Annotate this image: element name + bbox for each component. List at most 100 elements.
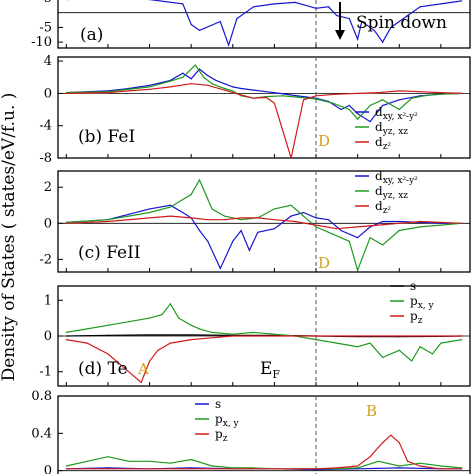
series-point [169, 86, 171, 88]
series-point [107, 468, 109, 470]
series-point [273, 3, 276, 5]
series-point [336, 93, 338, 95]
legend-label: s [215, 397, 221, 411]
y-tick-label: -4 [39, 119, 52, 134]
series-point [240, 217, 242, 219]
series-point [252, 6, 255, 8]
y-tick-label: -1 [39, 365, 52, 380]
series-point [252, 97, 255, 99]
series-point [423, 95, 425, 97]
series-point [190, 324, 192, 326]
series-point [178, 317, 180, 319]
series-point [357, 237, 359, 239]
legend-label: pz [410, 309, 423, 326]
series-point [315, 226, 317, 228]
legend-label: px, y [215, 412, 239, 429]
series-point [406, 460, 409, 462]
series-point [148, 84, 151, 86]
series-point [369, 237, 371, 239]
series-point [65, 338, 67, 341]
series-point [369, 456, 371, 458]
series-point [315, 338, 317, 341]
series-point [461, 0, 463, 2]
peak-annotation: D [318, 132, 330, 150]
series-point [315, 98, 317, 100]
series-point [190, 458, 192, 461]
series-point [128, 90, 130, 92]
series-point [257, 231, 259, 233]
y-tick-label: -10 [31, 35, 52, 50]
series-point [461, 468, 463, 470]
y-tick-label: 0.4 [31, 426, 52, 441]
series-point [148, 88, 151, 90]
legend-label: s [410, 279, 416, 293]
spin-down-arrow-head [335, 30, 345, 40]
series-point [440, 221, 442, 224]
series-point [440, 3, 442, 5]
series-point [290, 215, 292, 217]
series-point [315, 7, 317, 9]
series-point [169, 204, 171, 206]
series-point [65, 335, 67, 337]
series-point [348, 108, 350, 111]
series-point [398, 349, 400, 351]
panel-label: (d) Te [78, 359, 128, 379]
svg-text:EF: EF [260, 359, 280, 381]
y-tick-label: 0 [44, 464, 52, 474]
series-point [382, 244, 384, 246]
legend-label: dyz, xz [375, 120, 408, 137]
series-point [411, 97, 413, 99]
series-point [315, 335, 317, 337]
series-point [198, 29, 201, 31]
series-point [182, 3, 184, 5]
series-point [265, 91, 267, 93]
series-point [232, 335, 234, 337]
series-point [461, 335, 463, 337]
series-green-line [66, 178, 462, 272]
y-tick-label: 0.8 [31, 389, 52, 404]
series-point [398, 108, 400, 111]
series-point [440, 91, 442, 94]
y-tick-label: 0 [44, 216, 52, 231]
panel-label: (a) [80, 25, 103, 45]
series-point [273, 91, 276, 94]
panel-4: 0.8 0.4 0 spx, ypz B [31, 389, 471, 474]
spin-down-annotation: Spin down [335, 2, 447, 40]
series-point [148, 334, 151, 336]
series-point [198, 179, 201, 181]
series-point [357, 92, 359, 94]
series-point [240, 229, 242, 232]
series-point [382, 442, 384, 444]
series-point [65, 465, 67, 467]
series-point [232, 86, 234, 88]
series-point [207, 74, 209, 77]
series-point [257, 217, 259, 219]
series-point [107, 334, 109, 336]
series-point [357, 269, 359, 271]
peak-annotation: A [137, 360, 149, 378]
panel-0: 5 -5-10 (a) [31, 0, 471, 50]
series-point [211, 337, 213, 339]
series-point [128, 460, 130, 462]
series-point [86, 460, 88, 462]
y-tick-label: -5 [39, 20, 52, 35]
series-point [440, 465, 442, 467]
series-point [232, 467, 234, 469]
series-point [223, 215, 226, 217]
legend-label: pz [215, 427, 228, 444]
series-point [232, 240, 234, 242]
series-point [340, 229, 342, 232]
series-point [223, 83, 226, 85]
series-point [419, 6, 421, 8]
y-tick-label: 5 [44, 0, 52, 6]
series-point [348, 240, 350, 242]
series-point [107, 467, 109, 469]
series-point [336, 15, 338, 17]
series-point [461, 467, 463, 469]
series-point [223, 219, 226, 221]
y-tick-label: 0 [44, 329, 52, 344]
legend-label: dz² [375, 135, 391, 152]
series-point [148, 317, 151, 319]
